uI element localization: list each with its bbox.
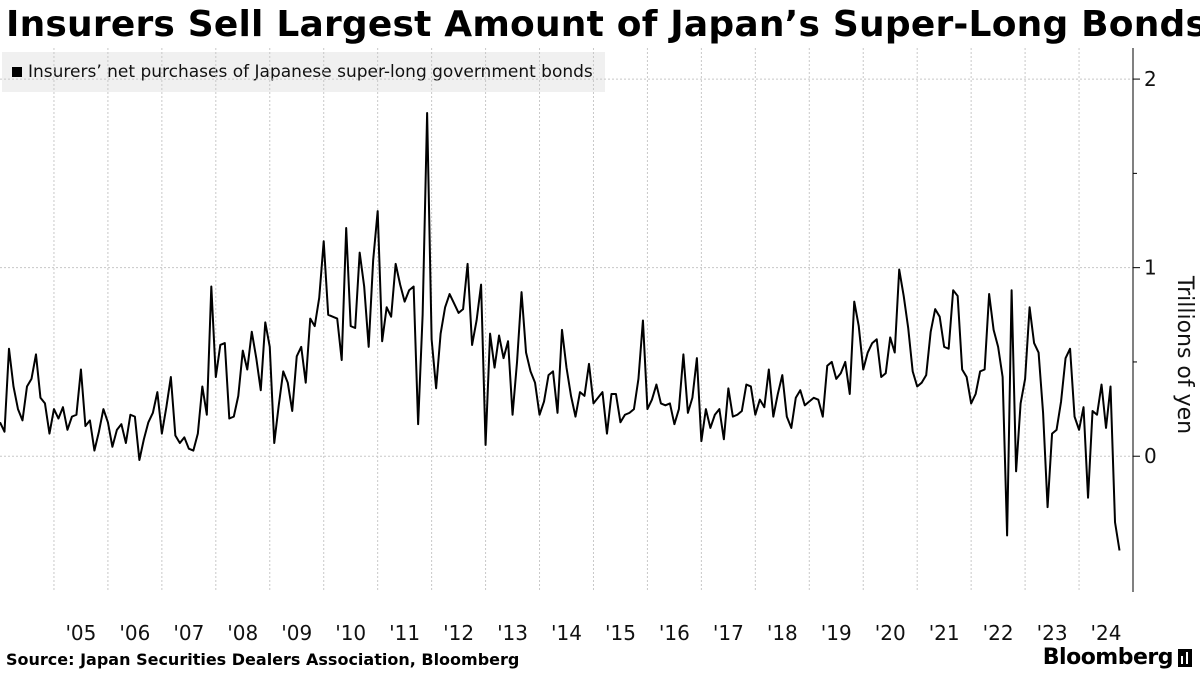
- x-tick-label: '11: [389, 621, 420, 645]
- x-tick-label: '24: [1091, 621, 1122, 645]
- x-tick-label: '13: [497, 621, 528, 645]
- x-tick-label: '05: [65, 621, 96, 645]
- legend: Insurers’ net purchases of Japanese supe…: [2, 52, 605, 92]
- chart-title: Insurers Sell Largest Amount of Japan’s …: [6, 4, 1200, 45]
- y-tick-label: 1: [1144, 256, 1157, 280]
- x-tick-label: '07: [173, 621, 204, 645]
- x-tick-label: '23: [1037, 621, 1068, 645]
- x-tick-label: '22: [983, 621, 1014, 645]
- bloomberg-logo: Bloomberg: [1043, 645, 1192, 670]
- x-tick-label: '18: [767, 621, 798, 645]
- x-tick-label: '08: [227, 621, 258, 645]
- x-tick-label: '10: [335, 621, 366, 645]
- x-tick-label: '17: [713, 621, 744, 645]
- bloomberg-mark-icon: [1178, 648, 1192, 667]
- y-axis-title: Trillions of yen: [1172, 275, 1197, 434]
- y-axis: 0 1 2: [1132, 48, 1157, 592]
- x-axis: '05 '06 '07 '08 '09 '10 '11 '12 '13 '14 '15 '16 '17 '…: [65, 621, 1121, 645]
- series: [0, 112, 1121, 551]
- series-line: [0, 112, 1121, 551]
- x-tick-label: '12: [443, 621, 474, 645]
- x-tick-label: '20: [875, 621, 906, 645]
- brand-name: Bloomberg: [1042, 645, 1174, 670]
- source-note: Source: Japan Securities Dealers Associa…: [6, 650, 520, 669]
- x-tick-label: '06: [119, 621, 150, 645]
- x-tick-label: '15: [605, 621, 636, 645]
- legend-swatch: [12, 67, 22, 77]
- x-tick-label: '21: [929, 621, 960, 645]
- x-tick-label: '16: [659, 621, 690, 645]
- y-tick-label: 0: [1144, 444, 1157, 468]
- x-tick-label: '09: [281, 621, 312, 645]
- x-tick-label: '14: [551, 621, 582, 645]
- x-tick-label: '19: [821, 621, 852, 645]
- y-tick-label: 2: [1144, 67, 1157, 91]
- gridlines: [0, 48, 1133, 592]
- legend-label: Insurers’ net purchases of Japanese supe…: [28, 62, 593, 82]
